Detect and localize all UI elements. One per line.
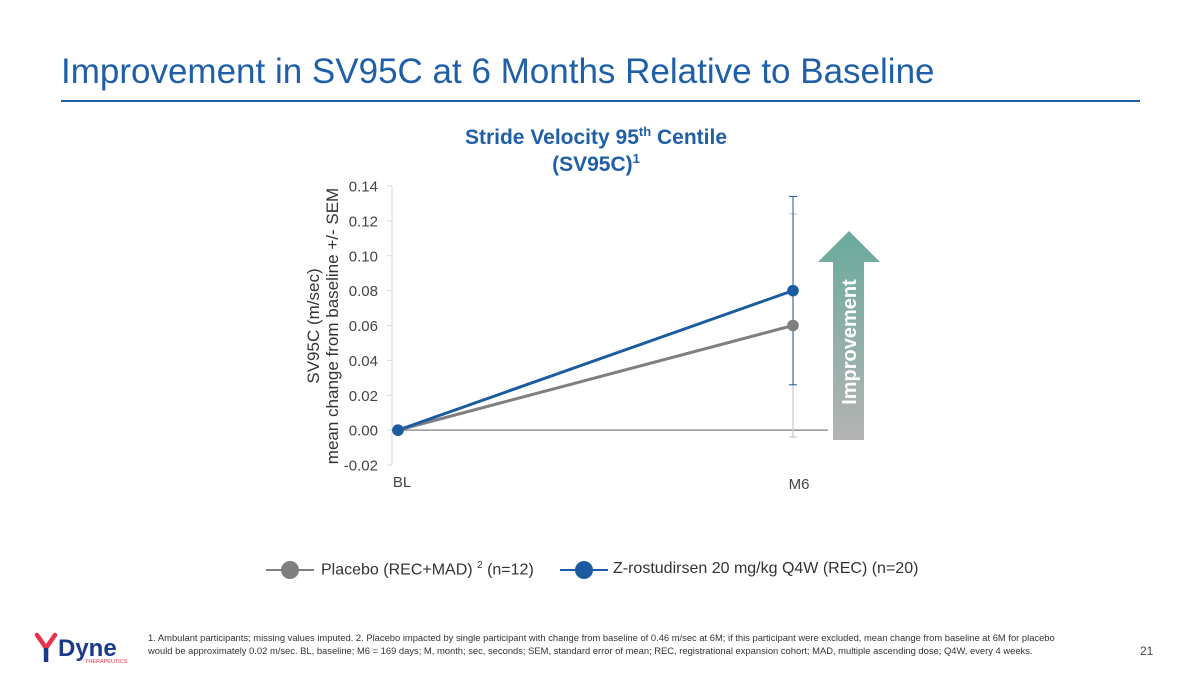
improvement-label: Improvement xyxy=(839,279,861,405)
y-tick-label: 0.10 xyxy=(349,248,378,265)
y-tick-label: -0.02 xyxy=(344,458,378,475)
page-number: 21 xyxy=(1140,644,1154,658)
y-tick-label: 0.06 xyxy=(349,318,378,335)
data-markers xyxy=(392,284,799,436)
footnote: 1. Ambulant participants; missing values… xyxy=(148,632,1055,656)
series-line-0 xyxy=(397,324,794,432)
chart-title-line2: (SV95C)1 xyxy=(552,151,640,176)
y-tick-label: 0.02 xyxy=(349,388,378,405)
error-bars xyxy=(789,195,797,438)
improvement-arrow xyxy=(818,231,880,440)
legend-label-placebo: Placebo (REC+MAD) 2 (n=12) xyxy=(321,560,534,579)
svg-text:Dyne: Dyne xyxy=(58,635,117,662)
svg-text:THERAPEUTICS: THERAPEUTICS xyxy=(85,659,128,665)
series-lines xyxy=(397,289,794,432)
y-tick-label: 0.14 xyxy=(349,179,378,196)
chart-title-line1: Stride Velocity 95th Centile xyxy=(464,124,728,149)
chart-legend: Placebo (REC+MAD) 2 (n=12) Z-rostudirsen… xyxy=(0,556,1200,584)
slide-title: Improvement in SV95C at 6 Months Relativ… xyxy=(61,52,935,91)
chart-axes: -0.02 0.00 0.02 0.04 0.06 0.08 0.10 0.12 0.14 BL M… xyxy=(344,179,828,493)
legend-swatch-placebo xyxy=(266,561,314,579)
series-line-1 xyxy=(397,289,794,432)
legend-label-z-rostudirsen: Z-rostudirsen 20 mg/kg Q4W (REC) (n=20) xyxy=(613,560,919,577)
data-point xyxy=(392,424,404,436)
dyne-logo: Dyne THERAPEUTICS xyxy=(34,632,128,665)
x-tick-label: M6 xyxy=(789,476,810,493)
chart-title: Stride Velocity 95th Centile (SV95C)1 xyxy=(396,124,796,178)
x-tick-label: BL xyxy=(393,474,411,491)
data-point xyxy=(787,284,799,297)
title-divider xyxy=(61,100,1140,102)
y-tick-label: 0.08 xyxy=(349,283,378,300)
data-point xyxy=(787,319,799,332)
legend-swatch-z-rostudirsen xyxy=(560,561,608,579)
improvement-annotation: Improvement xyxy=(818,231,880,440)
y-tick-label: 0.04 xyxy=(349,353,378,370)
y-tick-label: 0.12 xyxy=(349,213,378,230)
y-tick-label: 0.00 xyxy=(349,423,378,440)
